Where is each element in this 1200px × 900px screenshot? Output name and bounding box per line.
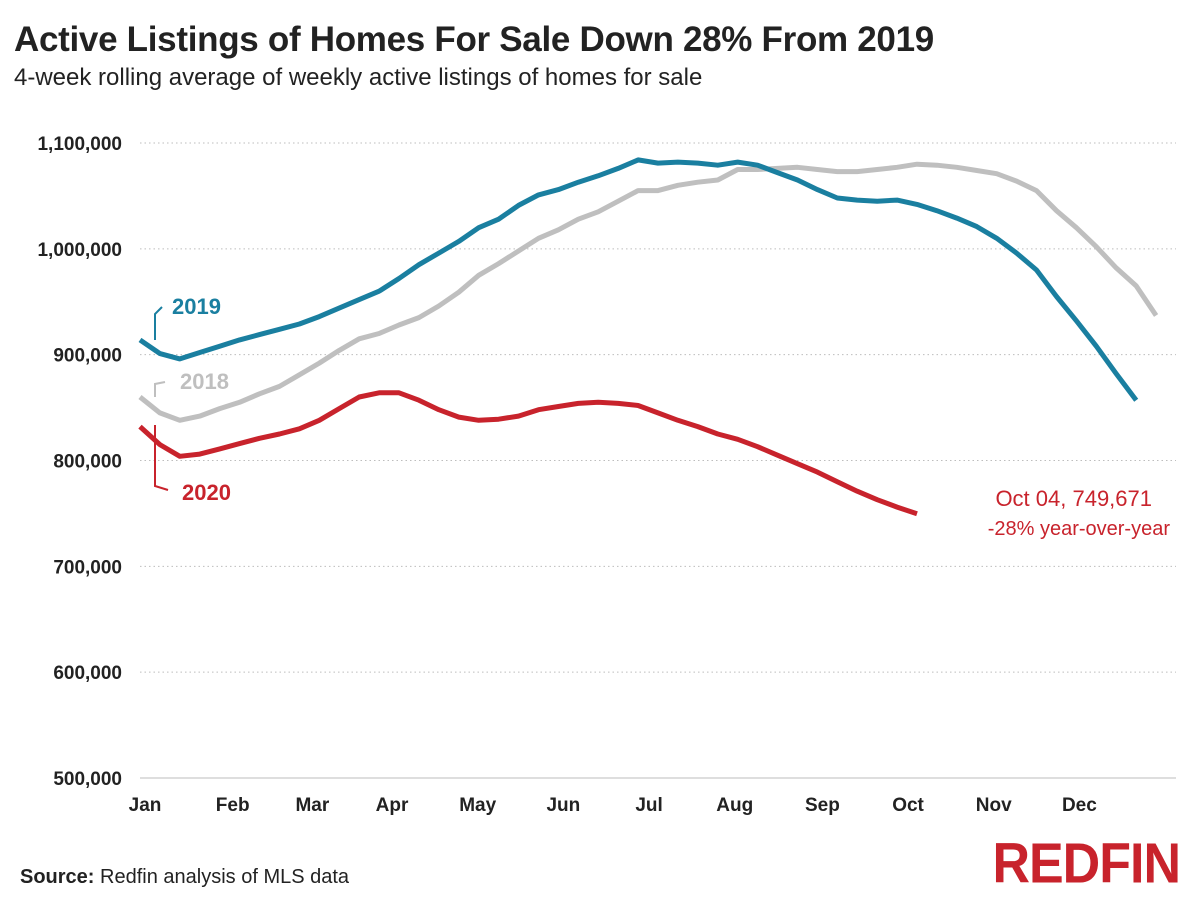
y-tick-label: 1,100,000 bbox=[37, 134, 122, 155]
label-connector-2018 bbox=[154, 381, 166, 397]
label-connector-2020 bbox=[154, 425, 169, 491]
series-lines bbox=[138, 157, 1159, 517]
chart-title: Active Listings of Homes For Sale Down 2… bbox=[14, 20, 934, 59]
y-tick-label: 600,000 bbox=[53, 663, 122, 684]
chart-subtitle: 4-week rolling average of weekly active … bbox=[14, 64, 703, 91]
x-tick-label: May bbox=[459, 795, 496, 816]
x-tick-label: Sep bbox=[805, 795, 840, 816]
x-tick-label: Jun bbox=[546, 795, 580, 816]
x-tick-label: Apr bbox=[376, 795, 409, 816]
end-annotation: Oct 04, 749,671 -28% year-over-year bbox=[988, 486, 1171, 540]
x-tick-label: Oct bbox=[892, 795, 924, 816]
series-line-2019 bbox=[138, 157, 1139, 402]
x-tick-label: Jul bbox=[635, 795, 662, 816]
y-tick-label: 500,000 bbox=[53, 769, 122, 790]
gridlines bbox=[140, 142, 1176, 779]
source-label: Source: bbox=[20, 866, 95, 888]
series-label-2019: 2019 bbox=[154, 294, 221, 340]
yoy-label: -28% year-over-year bbox=[988, 518, 1171, 540]
series-label-2020-text: 2020 bbox=[182, 480, 231, 505]
x-tick-label: Nov bbox=[976, 795, 1012, 816]
series-label-2019-text: 2019 bbox=[172, 294, 221, 319]
series-line-2020 bbox=[138, 390, 918, 517]
label-connector-2019 bbox=[154, 306, 163, 340]
y-tick-label: 700,000 bbox=[53, 557, 122, 578]
end-value-label: Oct 04, 749,671 bbox=[995, 486, 1152, 511]
y-axis: 500,000 600,000 700,000 800,000 900,000 1,000… bbox=[37, 134, 122, 790]
x-axis: Jan Feb Mar Apr May Jun Jul Aug Sep Oct Nov Dec bbox=[129, 795, 1098, 816]
y-tick-label: 1,000,000 bbox=[37, 240, 122, 261]
series-label-2018-text: 2018 bbox=[180, 369, 229, 394]
x-tick-label: Feb bbox=[216, 795, 250, 816]
series-line-2018 bbox=[138, 161, 1159, 423]
redfin-logo: REDFIN bbox=[992, 832, 1181, 896]
source-note: Source: Redfin analysis of MLS data bbox=[20, 866, 349, 889]
x-tick-label: Jan bbox=[129, 795, 162, 816]
x-tick-label: Aug bbox=[716, 795, 753, 816]
source-text: Redfin analysis of MLS data bbox=[94, 866, 350, 888]
y-tick-label: 900,000 bbox=[53, 346, 122, 367]
x-tick-label: Mar bbox=[295, 795, 329, 816]
y-tick-label: 800,000 bbox=[53, 452, 122, 473]
series-label-2018: 2018 bbox=[154, 369, 229, 397]
series-label-2020: 2020 bbox=[154, 425, 231, 505]
x-tick-label: Dec bbox=[1062, 795, 1097, 816]
